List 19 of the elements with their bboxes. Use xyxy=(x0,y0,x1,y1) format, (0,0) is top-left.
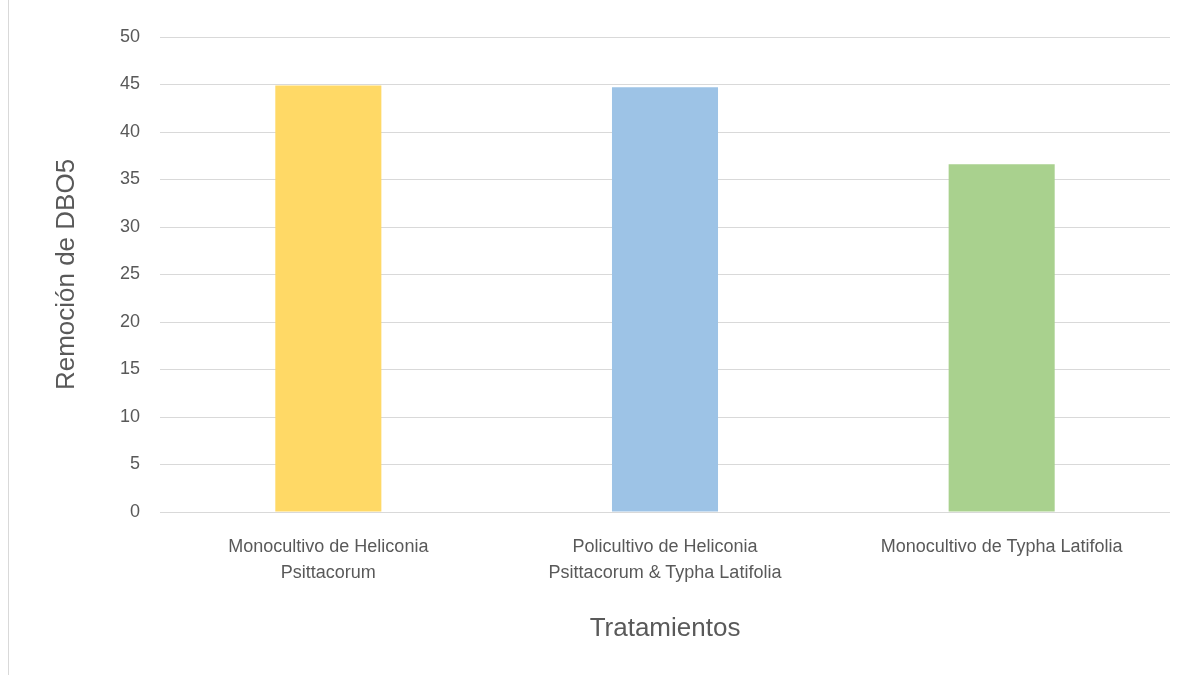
bar xyxy=(275,85,382,512)
y-axis-title: Remoción de DBO5 xyxy=(49,158,80,391)
y-tick-label: 30 xyxy=(119,215,140,236)
y-tick-label: 15 xyxy=(119,358,140,379)
y-tick-label: 0 xyxy=(129,500,140,521)
y-tick-label: 50 xyxy=(119,25,140,46)
y-tick-label: 25 xyxy=(119,263,140,284)
x-tick-label: Policultivo de Heliconia Psittacorum & Typha Latifolia xyxy=(548,536,783,583)
y-tick-label: 20 xyxy=(119,310,140,331)
y-tick-label: 45 xyxy=(119,73,140,94)
y-tick-label: 40 xyxy=(119,120,140,141)
x-axis-title: Tratamientos xyxy=(589,611,741,642)
x-tick-label: Monocultivo de Heliconia Psittacorum xyxy=(228,536,430,583)
y-tick-label: 35 xyxy=(119,168,140,189)
y-tick-label: 5 xyxy=(129,453,140,474)
x-tick-label: Monocultivo de Typha Latifolia xyxy=(880,536,1124,557)
bar xyxy=(611,87,719,512)
y-tick-label: 10 xyxy=(119,405,140,426)
bar xyxy=(948,164,1055,512)
